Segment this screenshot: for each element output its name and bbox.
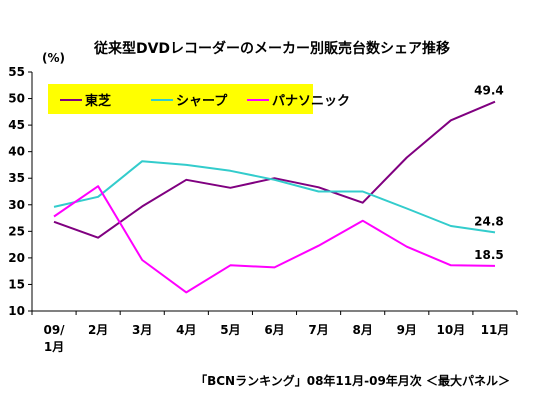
x-tick-label: 5月 xyxy=(220,323,240,337)
y-tick-label: 30 xyxy=(8,198,25,212)
x-tick-label: 6月 xyxy=(264,323,284,337)
legend-label: 東芝 xyxy=(85,93,111,109)
series-lines xyxy=(53,100,496,294)
x-tick-label: 7月 xyxy=(308,323,328,337)
y-tick-label: 40 xyxy=(8,145,25,159)
legend: 東芝 シャープ パナソニック xyxy=(48,84,350,114)
x-tick-label: 9月 xyxy=(397,323,417,337)
series-line-1 xyxy=(53,160,496,234)
x-tick-label: 4月 xyxy=(176,323,196,337)
x-tick-label: 3月 xyxy=(132,323,152,337)
legend-label: パナソニック xyxy=(272,94,350,109)
series-line-2 xyxy=(53,185,496,294)
y-tick-label: 45 xyxy=(8,118,25,132)
end-value-label: 24.8 xyxy=(474,214,504,228)
legend-label: シャープ xyxy=(176,94,228,109)
y-tick-label: 20 xyxy=(8,251,25,265)
x-axis: 09/1月 2月 3月 4月 5月 6月 7月 8月 9月 10月 11月 xyxy=(31,310,518,354)
x-tick-label: 2月 xyxy=(88,323,108,337)
x-tick-label: 10月 xyxy=(437,323,466,337)
end-value-label: 18.5 xyxy=(474,248,504,262)
end-value-label: 49.4 xyxy=(474,84,504,98)
x-tick-label: 11月 xyxy=(481,323,510,337)
chart-title: 従来型DVDレコーダーのメーカー別販売台数シェア推移 xyxy=(93,40,450,57)
y-unit-label: (%) xyxy=(42,51,65,65)
x-tick-label: 09/ xyxy=(43,323,65,337)
x-tick-label: 8月 xyxy=(353,323,373,337)
y-tick-label: 50 xyxy=(8,92,25,106)
y-tick-label: 25 xyxy=(8,224,25,238)
source-note: 「BCNランキング」08年11月-09年月次 ＜最大パネル＞ xyxy=(195,373,510,388)
series-line-0 xyxy=(53,100,496,239)
y-tick-label: 55 xyxy=(8,65,25,79)
y-tick-label: 10 xyxy=(8,304,25,318)
y-tick-label: 15 xyxy=(8,277,25,291)
y-axis: 10 15 20 25 30 35 40 45 50 55 xyxy=(8,65,33,318)
y-tick-label: 35 xyxy=(8,171,25,185)
x-tick-label: 1月 xyxy=(44,340,64,354)
data-labels: 49.4 24.8 18.5 xyxy=(474,84,504,262)
